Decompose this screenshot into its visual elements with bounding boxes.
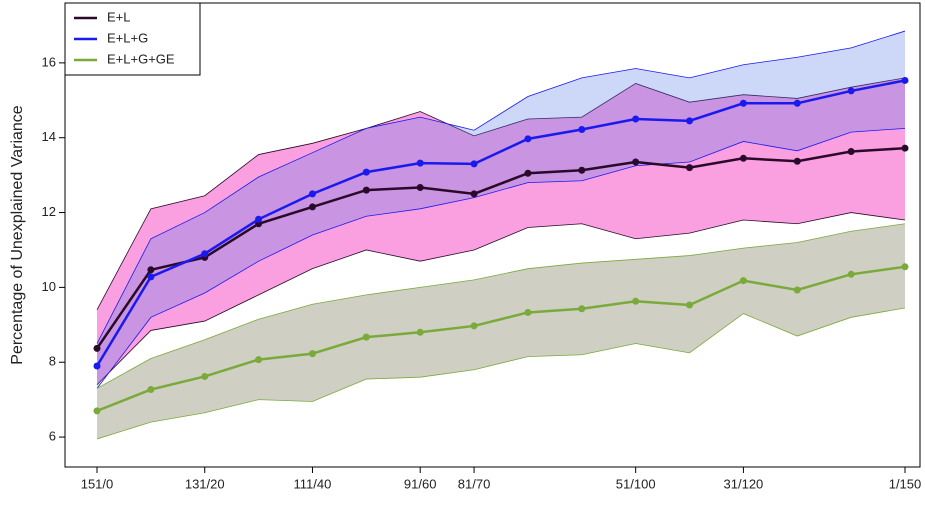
plot-frame bbox=[64, 2, 921, 468]
point bbox=[686, 164, 694, 172]
band-edge bbox=[96, 77, 906, 311]
line bbox=[96, 265, 906, 413]
point bbox=[308, 350, 316, 358]
point bbox=[686, 301, 694, 309]
point bbox=[201, 372, 209, 380]
point bbox=[416, 183, 424, 191]
legend-label: E+L bbox=[107, 9, 131, 24]
point bbox=[93, 362, 101, 370]
point bbox=[632, 158, 640, 166]
point bbox=[524, 169, 532, 177]
point bbox=[739, 154, 747, 162]
x-tick-label: 91/60 bbox=[404, 476, 437, 491]
point bbox=[362, 333, 370, 341]
point bbox=[901, 144, 909, 152]
band-edge bbox=[96, 127, 906, 389]
point bbox=[686, 117, 694, 125]
point bbox=[416, 159, 424, 167]
band-edge bbox=[96, 223, 906, 389]
point bbox=[416, 328, 424, 336]
point bbox=[578, 305, 586, 313]
x-tick-label: 151/0 bbox=[81, 476, 114, 491]
point bbox=[362, 168, 370, 176]
point bbox=[524, 135, 532, 143]
point bbox=[470, 190, 478, 198]
band bbox=[97, 31, 905, 389]
band bbox=[97, 223, 905, 439]
y-tick-label: 6 bbox=[49, 429, 56, 444]
point bbox=[255, 356, 263, 364]
point bbox=[255, 215, 263, 223]
point bbox=[739, 99, 747, 107]
point bbox=[147, 266, 155, 274]
point bbox=[524, 308, 532, 316]
x-tick-label: 131/20 bbox=[185, 476, 225, 491]
point bbox=[201, 250, 209, 258]
point bbox=[362, 186, 370, 194]
line bbox=[95, 79, 906, 367]
x-tick-label: 51/100 bbox=[616, 476, 656, 491]
band bbox=[97, 77, 905, 385]
point bbox=[632, 115, 640, 123]
y-axis-title: Percentage of Unexplained Variance bbox=[9, 105, 26, 365]
legend-label: E+L+G bbox=[107, 30, 148, 45]
point bbox=[793, 286, 801, 294]
point bbox=[578, 125, 586, 133]
y-tick-label: 8 bbox=[49, 354, 56, 369]
y-tick-label: 12 bbox=[42, 204, 56, 219]
band-edge bbox=[96, 307, 906, 440]
y-tick-label: 16 bbox=[42, 54, 56, 69]
line bbox=[95, 146, 906, 350]
point bbox=[470, 322, 478, 330]
y-tick-label: 10 bbox=[42, 279, 56, 294]
point bbox=[147, 386, 155, 394]
point bbox=[632, 297, 640, 305]
legend-label: E+L+G+GE bbox=[107, 51, 175, 66]
x-tick-label: 111/40 bbox=[294, 476, 332, 491]
x-tick-label: 81/70 bbox=[458, 476, 491, 491]
point bbox=[901, 76, 909, 84]
point bbox=[578, 166, 586, 174]
point bbox=[847, 148, 855, 156]
point bbox=[901, 263, 909, 271]
band-edge bbox=[96, 212, 906, 385]
point bbox=[147, 273, 155, 281]
point bbox=[308, 190, 316, 198]
point bbox=[793, 157, 801, 165]
x-tick-label: 31/120 bbox=[724, 476, 764, 491]
point bbox=[93, 407, 101, 415]
point bbox=[470, 160, 478, 168]
point bbox=[793, 99, 801, 107]
point bbox=[93, 344, 101, 352]
point bbox=[847, 87, 855, 95]
point bbox=[847, 270, 855, 278]
band-edge bbox=[96, 30, 906, 344]
x-tick-label: 1/150 bbox=[889, 476, 922, 491]
point bbox=[308, 203, 316, 211]
y-tick-label: 14 bbox=[42, 129, 56, 144]
point bbox=[739, 277, 747, 285]
